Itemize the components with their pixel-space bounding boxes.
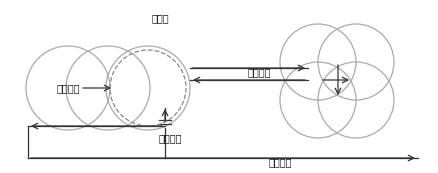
Text: 扫描补偿: 扫描补偿: [158, 133, 182, 143]
Text: 雷达波束: 雷达波束: [56, 83, 80, 93]
Text: 平台扰动: 平台扰动: [248, 67, 272, 77]
Text: 口目标: 口目标: [151, 13, 169, 23]
Text: 搜索轨迹: 搜索轨迹: [268, 157, 292, 167]
